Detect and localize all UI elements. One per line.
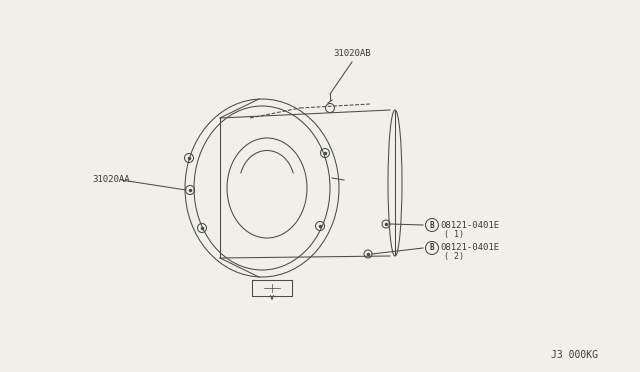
- Text: 08121-0401E: 08121-0401E: [440, 221, 499, 230]
- Text: B: B: [429, 221, 435, 230]
- Text: B: B: [429, 244, 435, 253]
- Text: 08121-0401E: 08121-0401E: [440, 244, 499, 253]
- Text: J3 000KG: J3 000KG: [551, 350, 598, 360]
- Text: 31020AB: 31020AB: [333, 49, 371, 58]
- Text: 31020AA: 31020AA: [92, 176, 130, 185]
- Text: ( 1): ( 1): [444, 230, 464, 238]
- Text: ( 2): ( 2): [444, 253, 464, 262]
